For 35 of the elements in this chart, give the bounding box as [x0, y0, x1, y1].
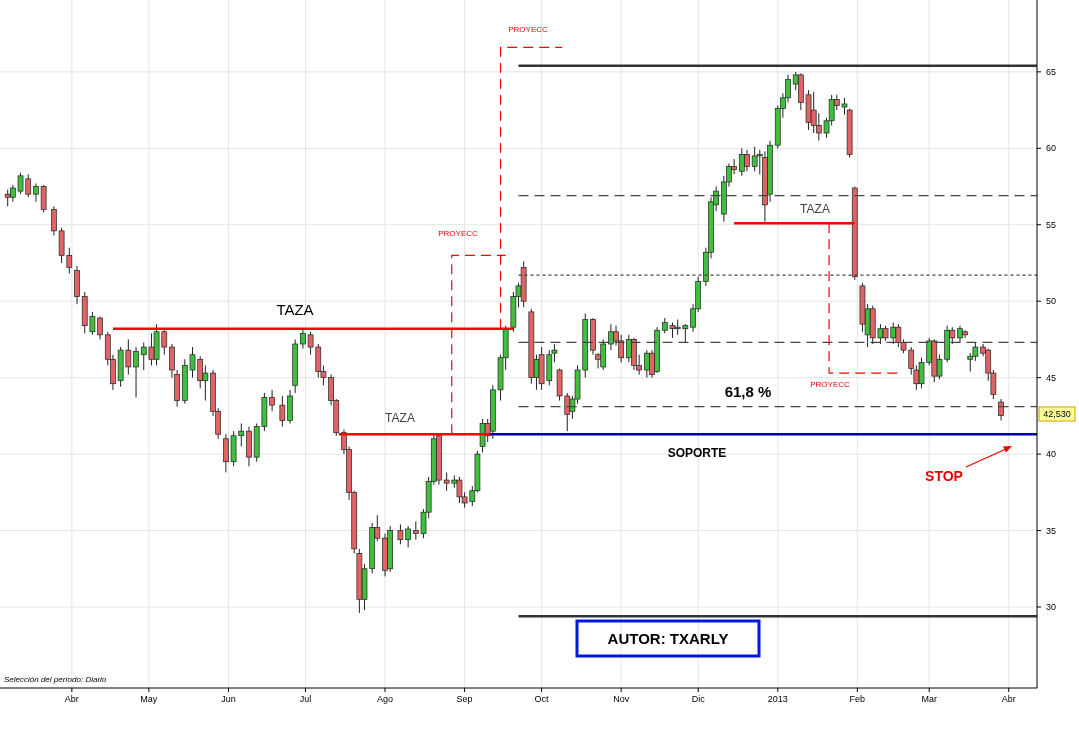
x-tick-label: Oct [534, 694, 550, 704]
annotation: TAZA [276, 301, 314, 318]
x-tick-label: Jul [299, 694, 312, 704]
x-tick-label: Mar [921, 694, 937, 704]
x-tick-label: Abr [64, 694, 79, 704]
x-tick-label: 2013 [767, 694, 788, 704]
y-tick-label: 45 [1045, 372, 1057, 383]
annotation: Selección del período: Diario [4, 675, 107, 684]
candlestick [998, 398, 1004, 421]
y-tick-label: 60 [1045, 143, 1057, 154]
annotation: TAZA [385, 411, 415, 425]
x-tick-label: Ago [377, 694, 394, 704]
y-tick-label: 55 [1045, 219, 1057, 230]
candlestick [133, 346, 139, 399]
y-tick-label: 65 [1045, 66, 1057, 77]
annotation: PROYECC [508, 25, 548, 34]
annotation: SOPORTE [667, 446, 727, 460]
x-tick-label: Nov [613, 694, 630, 704]
x-tick-label: Abr [1001, 694, 1016, 704]
y-tick-label: 30 [1045, 601, 1057, 612]
x-tick-label: Feb [849, 694, 866, 704]
x-tick-label: May [140, 694, 158, 704]
x-tick-label: Sep [456, 694, 473, 704]
annotation: TAZA [800, 202, 830, 216]
annotation: 61,8 % [724, 383, 772, 400]
y-tick-label: 40 [1045, 449, 1057, 460]
y-tick-label: 50 [1045, 296, 1057, 307]
annotation: AUTOR: TXARLY [607, 630, 729, 647]
x-tick-label: Jun [221, 694, 236, 704]
y-tick-label: 35 [1045, 525, 1057, 536]
text: 42,530 [1043, 409, 1071, 419]
annotation: STOP [925, 468, 963, 484]
annotation: PROYECC [438, 229, 478, 238]
x-tick-label: Dic [691, 694, 706, 704]
annotation: PROYECC [810, 380, 850, 389]
